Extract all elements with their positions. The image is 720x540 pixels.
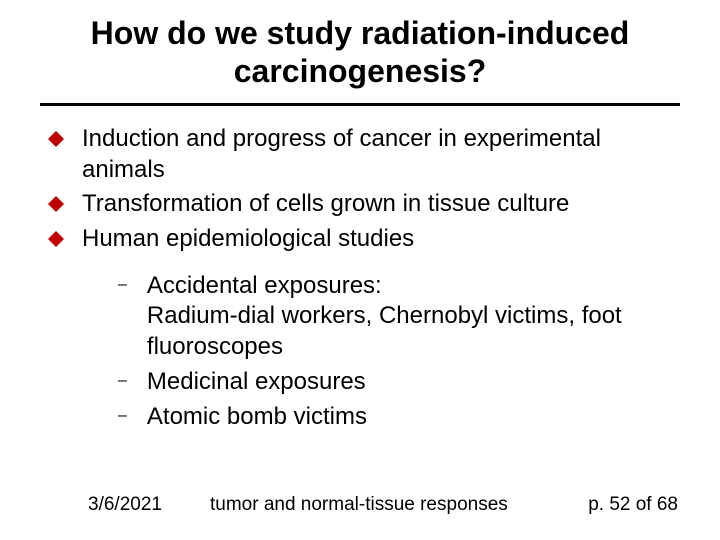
list-item: Transformation of cells grown in tissue … xyxy=(48,189,680,220)
bullet-text: Transformation of cells grown in tissue … xyxy=(82,189,569,220)
bullet-list: Induction and progress of cancer in expe… xyxy=(40,124,680,255)
list-item: Human epidemiological studies xyxy=(48,224,680,255)
list-item: – Accidental exposures:Radium-dial worke… xyxy=(118,271,680,363)
footer-page-number: p. 52 of 68 xyxy=(588,494,678,516)
list-item: Induction and progress of cancer in expe… xyxy=(48,124,680,185)
slide-footer: 3/6/2021 tumor and normal-tissue respons… xyxy=(0,494,720,516)
bullet-text: Induction and progress of cancer in expe… xyxy=(82,124,680,185)
slide: How do we study radiation-induced carcin… xyxy=(0,0,720,540)
list-item: – Atomic bomb victims xyxy=(118,402,680,433)
footer-date: 3/6/2021 xyxy=(88,494,162,516)
diamond-icon xyxy=(48,131,64,147)
sub-bullet-text: Accidental exposures:Radium-dial workers… xyxy=(147,271,680,363)
title-underline xyxy=(40,103,680,106)
dash-icon: – xyxy=(118,407,127,425)
slide-title: How do we study radiation-induced carcin… xyxy=(40,14,680,99)
sub-bullet-list: – Accidental exposures:Radium-dial worke… xyxy=(40,271,680,433)
dash-icon: – xyxy=(118,372,127,390)
list-item: – Medicinal exposures xyxy=(118,367,680,398)
bullet-text: Human epidemiological studies xyxy=(82,224,414,255)
dash-icon: – xyxy=(118,276,127,294)
sub-bullet-text: Medicinal exposures xyxy=(147,367,366,398)
diamond-icon xyxy=(48,231,64,247)
diamond-icon xyxy=(48,196,64,212)
sub-bullet-text: Atomic bomb victims xyxy=(147,402,367,433)
footer-subject: tumor and normal-tissue responses xyxy=(162,494,588,516)
